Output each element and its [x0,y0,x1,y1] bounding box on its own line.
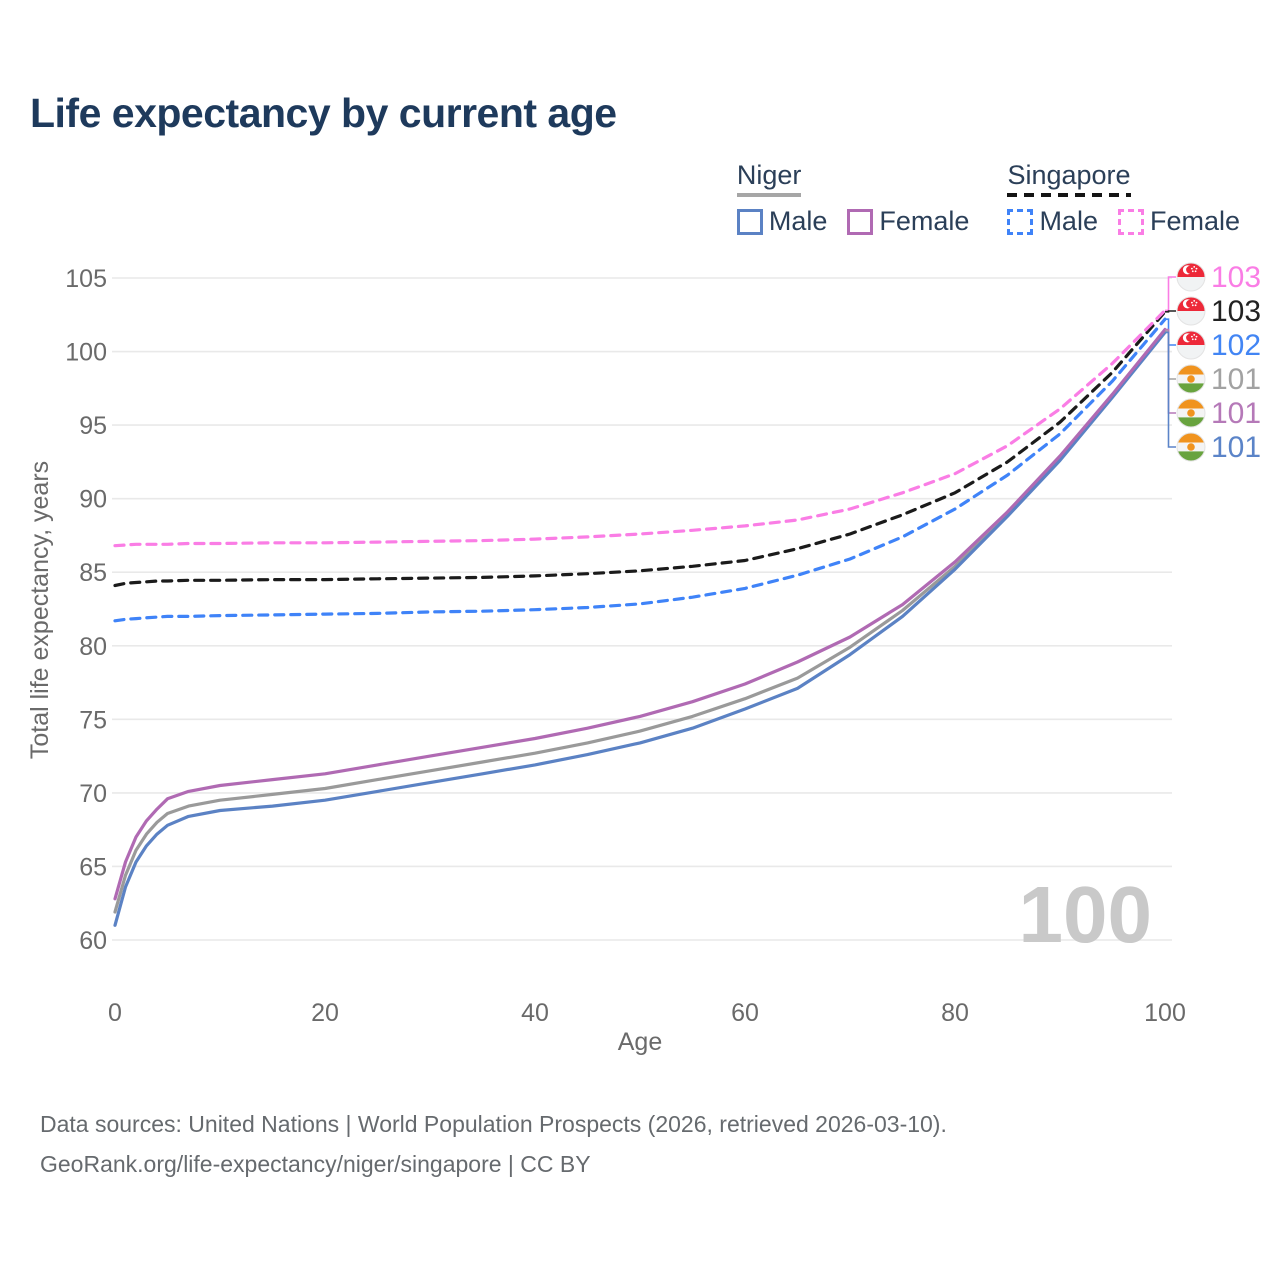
x-tick-label: 100 [1144,999,1186,1027]
legend-line-sample-singapore [1007,193,1131,197]
y-tick-label: 75 [79,706,107,734]
end-label-leader-line [1165,328,1176,414]
end-label-value: 101 [1211,431,1261,464]
legend-line-sample-niger [736,193,802,197]
end-label-leader-line [1165,330,1176,380]
y-tick-label: 90 [79,486,107,514]
y-tick-label: 80 [79,633,107,661]
legend-country-singapore: Singapore [1007,160,1131,190]
end-label-leader-line [1165,331,1176,448]
legend-item-singapore-male[interactable]: Male [1007,206,1098,237]
y-tick-label: 70 [79,780,107,808]
series-line-singapore-female[interactable] [113,308,1167,548]
y-tick-label: 85 [79,559,107,587]
x-tick-label: 20 [311,999,339,1027]
niger-female-swatch-icon [847,208,874,235]
footer-attribution: GeoRank.org/life-expectancy/niger/singap… [40,1151,591,1177]
y-tick-label: 105 [65,265,107,293]
x-tick-label: 0 [108,999,122,1027]
singapore-flag-icon [1176,330,1206,360]
legend-label: Male [768,206,828,236]
end-label-value: 102 [1211,329,1261,362]
niger-flag-icon [1176,364,1206,394]
singapore-male-swatch-icon [1007,208,1034,235]
end-label-leader-line [1165,310,1176,313]
legend-label: Female [879,206,970,236]
singapore-female-swatch-icon [1117,208,1144,235]
legend-label: Female [1149,206,1240,236]
footer: Data sources: United Nations | World Pop… [40,1104,947,1184]
series-line-singapore-male[interactable] [113,317,1167,623]
series-line-niger-female[interactable] [113,327,1167,901]
end-label-value: 101 [1211,397,1261,430]
x-tick-label: 40 [521,999,549,1027]
legend-group-singapore: Singapore Male Female [1007,160,1240,237]
legend: Niger Male Female Singapore [736,160,1240,237]
footer-sources: Data sources: United Nations | World Pop… [40,1111,947,1137]
end-label-leader-line [1165,276,1176,312]
end-label-value: 103 [1211,295,1261,328]
niger-flag-icon [1176,398,1206,428]
series-line-niger-male[interactable] [113,330,1167,927]
niger-flag-icon [1176,432,1206,462]
end-label-value: 103 [1211,261,1261,294]
x-axis-title: Age [618,1028,662,1056]
legend-label: Male [1039,206,1098,236]
legend-item-niger-male[interactable]: Male [736,206,828,237]
x-tick-label: 60 [731,999,759,1027]
y-tick-label: 65 [79,853,107,881]
end-label-value: 101 [1211,363,1261,396]
y-tick-label: 95 [79,412,107,440]
singapore-flag-icon [1176,296,1206,326]
legend-item-niger-female[interactable]: Female [847,206,969,237]
y-tick-label: 100 [65,339,107,367]
y-tick-label: 60 [79,927,107,955]
hover-age-watermark: 100 [1019,870,1152,959]
legend-group-niger: Niger Male Female [736,160,969,237]
series-line-niger-both-sexes[interactable] [113,329,1167,914]
singapore-flag-icon [1176,262,1206,292]
series-line-singapore-both-sexes[interactable] [113,310,1167,588]
x-tick-label: 80 [941,999,969,1027]
page-title: Life expectancy by current age [30,90,617,136]
niger-male-swatch-icon [736,208,763,235]
legend-country-niger: Niger [736,160,802,190]
y-axis-title: Total life expectancy, years [26,461,54,759]
legend-item-singapore-female[interactable]: Female [1117,206,1240,237]
